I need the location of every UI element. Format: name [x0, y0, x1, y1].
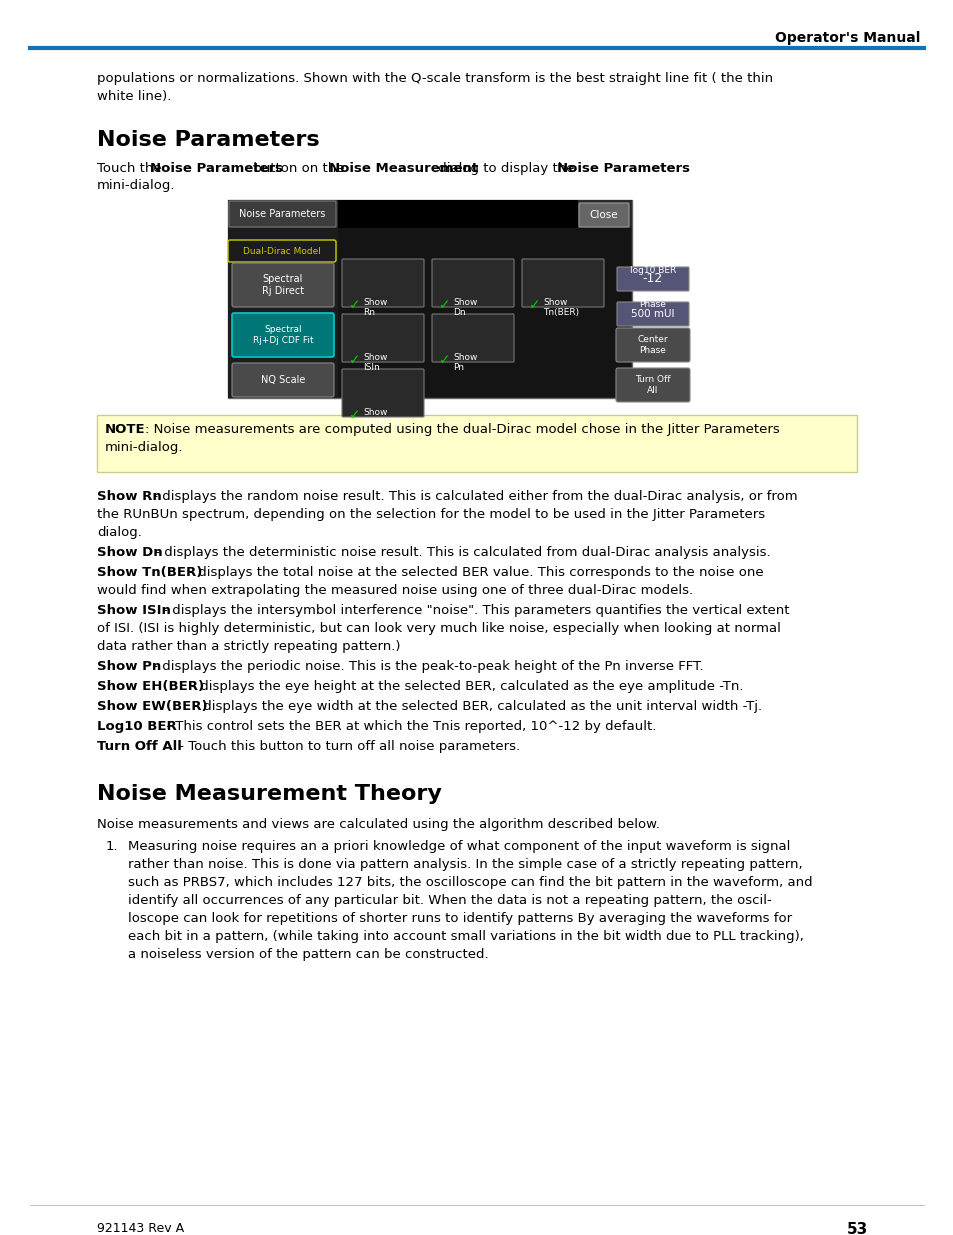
Text: NOTE: NOTE: [105, 424, 146, 436]
Text: - displays the deterministic noise result. This is calculated from dual-Dirac an: - displays the deterministic noise resul…: [151, 546, 770, 559]
Bar: [228, 200, 631, 398]
Text: Noise measurements and views are calculated using the algorithm described below.: Noise measurements and views are calcula…: [97, 818, 659, 831]
Bar: [228, 228, 337, 398]
Text: Show
Dn: Show Dn: [453, 298, 476, 317]
Text: - displays the total noise at the selected BER value. This corresponds to the no: - displays the total noise at the select…: [185, 566, 762, 579]
Text: ✓: ✓: [438, 353, 450, 367]
Bar: [337, 200, 578, 228]
FancyBboxPatch shape: [341, 369, 423, 417]
Text: - displays the intersymbol interference "noise". This parameters quantifies the : - displays the intersymbol interference …: [159, 604, 789, 618]
Text: Show
Rn: Show Rn: [363, 298, 387, 317]
FancyBboxPatch shape: [432, 314, 514, 362]
Text: - displays the eye height at the selected BER, calculated as the eye amplitude -: - displays the eye height at the selecte…: [187, 680, 742, 693]
Text: mini-dialog.: mini-dialog.: [105, 441, 183, 454]
FancyBboxPatch shape: [521, 259, 603, 308]
Text: : Noise measurements are computed using the dual-Dirac model chose in the Jitter: : Noise measurements are computed using …: [145, 424, 779, 436]
Text: Show
Pn: Show Pn: [453, 353, 476, 373]
Text: would find when extrapolating the measured noise using one of three dual-Dirac m: would find when extrapolating the measur…: [97, 584, 693, 597]
Text: Show ISIn: Show ISIn: [97, 604, 171, 618]
Bar: [97, 415, 856, 472]
Text: button on the: button on the: [249, 162, 348, 175]
Text: Touch the: Touch the: [97, 162, 166, 175]
Text: 921143 Rev A: 921143 Rev A: [97, 1221, 184, 1235]
Text: Operator's Manual: Operator's Manual: [774, 31, 919, 44]
Text: Noise Parameters: Noise Parameters: [97, 130, 319, 149]
Text: ✓: ✓: [349, 298, 360, 312]
Text: Spectral
Rj Direct: Spectral Rj Direct: [262, 274, 304, 296]
Text: a noiseless version of the pattern can be constructed.: a noiseless version of the pattern can b…: [128, 948, 488, 961]
FancyBboxPatch shape: [232, 363, 334, 396]
Text: Turn Off
All: Turn Off All: [635, 375, 670, 395]
Text: Log10 BER: Log10 BER: [97, 720, 176, 734]
Text: mini-dialog.: mini-dialog.: [97, 179, 175, 191]
Text: Turn Off All: Turn Off All: [97, 740, 182, 753]
Text: Show Rn: Show Rn: [97, 490, 162, 503]
Text: 53: 53: [845, 1221, 866, 1235]
Text: of ISI. (ISI is highly deterministic, but can look very much like noise, especia: of ISI. (ISI is highly deterministic, bu…: [97, 622, 781, 635]
Text: white line).: white line).: [97, 90, 172, 103]
Text: Show EW(BER): Show EW(BER): [97, 700, 208, 713]
Text: - Touch this button to turn off all noise parameters.: - Touch this button to turn off all nois…: [174, 740, 519, 753]
Text: Show Pn: Show Pn: [97, 659, 161, 673]
Text: Close: Close: [589, 210, 618, 220]
Text: log10 BER: log10 BER: [629, 266, 676, 275]
Text: ✓: ✓: [438, 298, 450, 312]
Text: identify all occurrences of any particular bit. When the data is not a repeating: identify all occurrences of any particul…: [128, 894, 771, 906]
Text: - This control sets the BER at which the Tnis reported, 10^-12 by default.: - This control sets the BER at which the…: [162, 720, 656, 734]
FancyBboxPatch shape: [616, 368, 689, 403]
Text: Noise Measurement: Noise Measurement: [329, 162, 477, 175]
Text: ✓: ✓: [529, 298, 540, 312]
Text: Show
Tn(BER): Show Tn(BER): [542, 298, 578, 317]
Text: - displays the eye width at the selected BER, calculated as the unit interval wi: - displays the eye width at the selected…: [190, 700, 761, 713]
Text: data rather than a strictly repeating pattern.): data rather than a strictly repeating pa…: [97, 640, 400, 653]
Text: Phase: Phase: [639, 300, 666, 309]
Text: Dual-Dirac Model: Dual-Dirac Model: [243, 247, 320, 256]
Text: NQ Scale: NQ Scale: [260, 375, 305, 385]
FancyBboxPatch shape: [232, 263, 334, 308]
Text: 1.: 1.: [106, 840, 118, 853]
Text: Show Tn(BER): Show Tn(BER): [97, 566, 202, 579]
Text: loscope can look for repetitions of shorter runs to identify patterns By averagi: loscope can look for repetitions of shor…: [128, 911, 791, 925]
Text: ✓: ✓: [349, 408, 360, 422]
FancyBboxPatch shape: [617, 267, 688, 291]
Text: each bit in a pattern, (while taking into account small variations in the bit wi: each bit in a pattern, (while taking int…: [128, 930, 803, 944]
Text: Show EH(BER): Show EH(BER): [97, 680, 204, 693]
Text: Noise Parameters: Noise Parameters: [238, 209, 325, 219]
Text: Show
EH(BER): Show EH(BER): [363, 408, 400, 427]
Text: Noise Measurement Theory: Noise Measurement Theory: [97, 784, 441, 804]
Text: -12: -12: [642, 273, 662, 285]
Text: Show
ISIn: Show ISIn: [363, 353, 387, 373]
Bar: [228, 200, 631, 228]
FancyBboxPatch shape: [432, 259, 514, 308]
Text: Measuring noise requires an a priori knowledge of what component of the input wa: Measuring noise requires an a priori kno…: [128, 840, 789, 853]
Text: populations or normalizations. Shown with the Q-scale transform is the best stra: populations or normalizations. Shown wit…: [97, 72, 772, 85]
Text: Noise Parameters: Noise Parameters: [557, 162, 689, 175]
FancyBboxPatch shape: [232, 312, 334, 357]
Text: Show Dn: Show Dn: [97, 546, 162, 559]
Text: dialog to display the: dialog to display the: [434, 162, 578, 175]
Text: Spectral
Rj+Dj CDF Fit: Spectral Rj+Dj CDF Fit: [253, 325, 313, 345]
Text: 500 mUI: 500 mUI: [631, 309, 674, 319]
Text: - displays the periodic noise. This is the peak-to-peak height of the Pn inverse: - displays the periodic noise. This is t…: [149, 659, 703, 673]
FancyBboxPatch shape: [341, 259, 423, 308]
Text: such as PRBS7, which includes 127 bits, the oscilloscope can find the bit patter: such as PRBS7, which includes 127 bits, …: [128, 876, 812, 889]
Text: - displays the random noise result. This is calculated either from the dual-Dira: - displays the random noise result. This…: [149, 490, 797, 503]
FancyBboxPatch shape: [229, 201, 335, 227]
Text: rather than noise. This is done via pattern analysis. In the simple case of a st: rather than noise. This is done via patt…: [128, 858, 801, 871]
FancyBboxPatch shape: [616, 329, 689, 362]
FancyBboxPatch shape: [341, 314, 423, 362]
Text: dialog.: dialog.: [97, 526, 142, 538]
Text: ✓: ✓: [349, 353, 360, 367]
Text: Noise Parameters: Noise Parameters: [151, 162, 283, 175]
FancyBboxPatch shape: [617, 303, 688, 326]
FancyBboxPatch shape: [578, 203, 628, 227]
Text: Center
Phase: Center Phase: [637, 335, 668, 354]
Text: the RUnBUn spectrum, depending on the selection for the model to be used in the : the RUnBUn spectrum, depending on the se…: [97, 508, 764, 521]
